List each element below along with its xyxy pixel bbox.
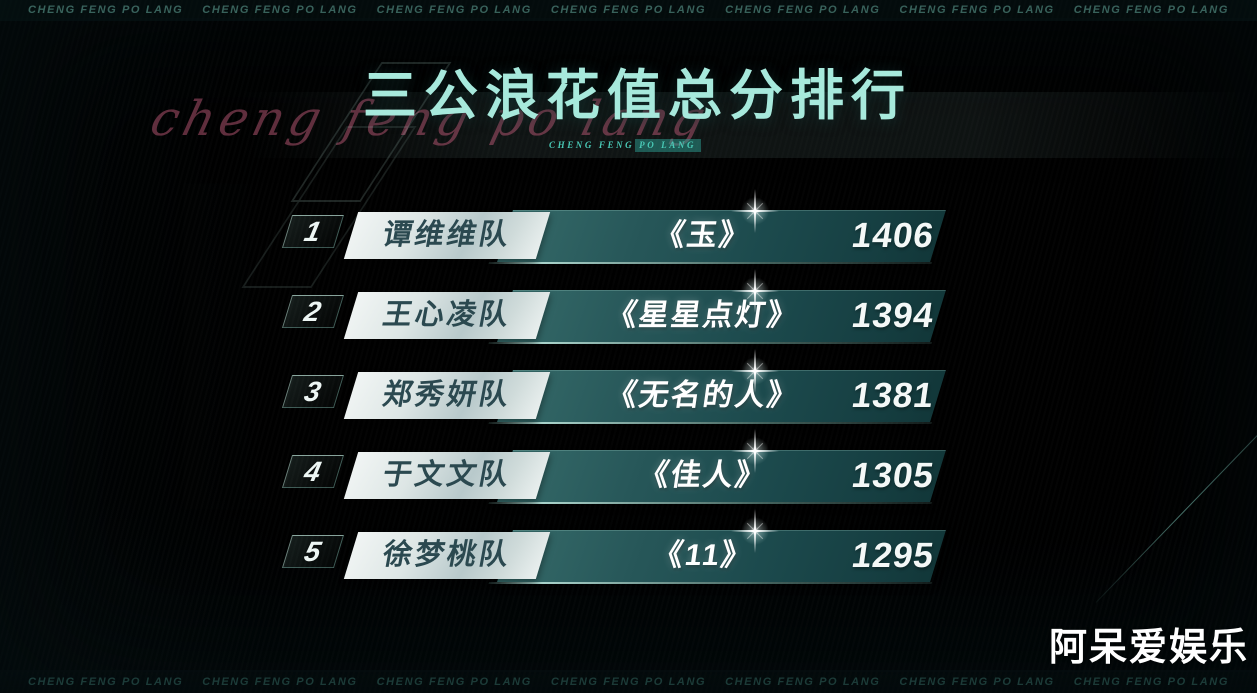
- top-banner: CHENG FENG PO LANG CHENG FENG PO LANG CH…: [0, 0, 1257, 21]
- banner-text: CHENG FENG PO LANG: [899, 4, 1055, 16]
- sparkle-icon: [731, 349, 779, 393]
- rank-badge: 4: [281, 455, 345, 488]
- rank-number: 3: [301, 375, 325, 407]
- team-name: 谭维维队: [380, 219, 515, 251]
- banner-text: CHENG FENG PO LANG: [899, 676, 1055, 688]
- banner-text: CHENG FENG PO LANG: [725, 676, 881, 688]
- team-name: 徐梦桃队: [380, 539, 515, 571]
- score-value: 1406: [849, 216, 937, 255]
- team-plate: 谭维维队: [343, 212, 551, 259]
- banner-text: CHENG FENG PO LANG: [550, 676, 707, 688]
- team-plate: 徐梦桃队: [343, 532, 551, 579]
- ranking-row: 5 徐梦桃队 《11》 1295: [0, 509, 1257, 582]
- ranking-row: 3 郑秀妍队 《无名的人》 1381: [0, 349, 1257, 422]
- song-title: 《无名的人》: [604, 379, 802, 412]
- banner-text: CHENG FENG PO LANG: [202, 4, 358, 16]
- score-value: 1381: [849, 376, 937, 415]
- team-plate: 于文文队: [343, 452, 551, 499]
- banner-text: CHENG FENG PO LANG: [1073, 676, 1229, 688]
- song-title: 《星星点灯》: [604, 299, 802, 332]
- banner-text: CHENG FENG PO LANG: [28, 676, 184, 688]
- bottom-banner: CHENG FENG PO LANG CHENG FENG PO LANG CH…: [0, 670, 1257, 693]
- rank-number: 4: [301, 455, 325, 487]
- sparkle-icon: [731, 269, 779, 313]
- song-title: 《玉》: [652, 219, 754, 252]
- rank-number: 2: [301, 295, 325, 327]
- sparkle-icon: [731, 189, 779, 233]
- sparkle-icon: [731, 429, 779, 473]
- banner-text: CHENG FENG PO LANG: [376, 4, 532, 16]
- team-name: 王心凌队: [380, 299, 515, 331]
- title-highlight-band: [240, 92, 1257, 158]
- banner-text: CHENG FENG PO LANG: [28, 4, 184, 16]
- rank-badge: 2: [281, 295, 345, 328]
- title-badge: CHENG FENG PO LANG: [544, 139, 702, 152]
- rank-badge: 1: [281, 215, 345, 248]
- ranking-row: 1 谭维维队 《玉》 1406: [0, 189, 1257, 262]
- rank-number: 1: [301, 215, 325, 247]
- team-plate: 郑秀妍队: [343, 372, 551, 419]
- ranking-row: 4 于文文队 《佳人》 1305: [0, 429, 1257, 502]
- banner-text: CHENG FENG PO LANG: [1073, 4, 1229, 16]
- score-value: 1394: [849, 296, 937, 335]
- banner-text: CHENG FENG PO LANG: [202, 676, 358, 688]
- sparkle-icon: [731, 509, 779, 553]
- score-value: 1305: [849, 456, 937, 495]
- team-plate: 王心凌队: [343, 292, 551, 339]
- team-name: 郑秀妍队: [380, 379, 515, 411]
- rank-badge: 3: [281, 375, 345, 408]
- banner-text: CHENG FENG PO LANG: [725, 4, 881, 16]
- score-value: 1295: [849, 536, 937, 575]
- banner-text: CHENG FENG PO LANG: [376, 676, 532, 688]
- page-title: 三公浪花值总分排行: [363, 66, 912, 126]
- song-title: 《11》: [650, 539, 756, 572]
- watermark: 阿呆爱娱乐: [1048, 627, 1249, 669]
- rank-badge: 5: [281, 535, 345, 568]
- banner-text: CHENG FENG PO LANG: [550, 4, 707, 16]
- ranking-row: 2 王心凌队 《星星点灯》 1394: [0, 269, 1257, 342]
- song-title: 《佳人》: [636, 459, 770, 492]
- team-name: 于文文队: [380, 459, 515, 491]
- rank-number: 5: [301, 535, 325, 567]
